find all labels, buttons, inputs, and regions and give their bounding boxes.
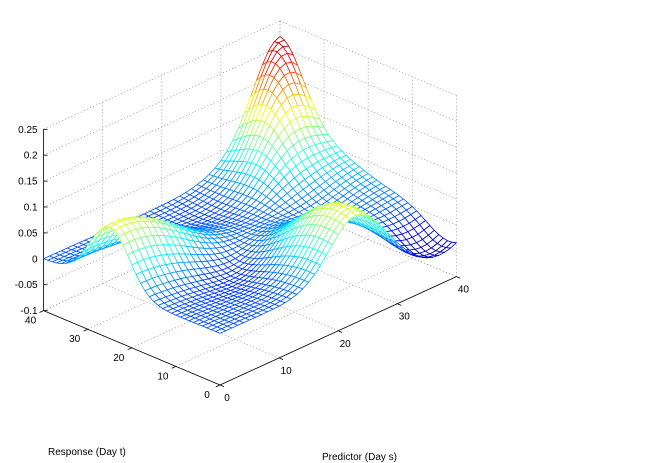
y-tick-mark <box>83 328 88 332</box>
x-tick-label: 40 <box>458 285 470 296</box>
x-tick-mark <box>397 303 402 306</box>
grid-line <box>43 124 281 234</box>
y-tick-label: 10 <box>157 371 169 382</box>
y-tick-label: 20 <box>113 353 125 364</box>
z-tick-label: -0.05 <box>15 280 38 291</box>
z-tick-label: -0.1 <box>20 306 38 317</box>
grid-line <box>279 46 457 122</box>
grid-line <box>175 257 413 367</box>
grid-line <box>43 46 281 156</box>
y-tick-mark <box>171 366 177 369</box>
axes-lines <box>39 128 461 388</box>
x-tick-mark <box>456 276 461 279</box>
z-tick-label: 0.15 <box>18 177 38 188</box>
grid-line <box>279 124 457 200</box>
x-tick-label: 30 <box>399 312 411 323</box>
grid-line <box>43 20 281 130</box>
x-tick-label: 0 <box>224 393 230 404</box>
grid-line <box>43 98 281 208</box>
z-tick-label: 0.2 <box>24 151 38 162</box>
x-tick-mark <box>338 330 343 333</box>
x-tick-label: 20 <box>340 339 352 350</box>
x-tick-mark <box>219 384 225 388</box>
y-tick-mark <box>39 310 44 313</box>
y-tick-label: 30 <box>69 334 81 345</box>
z-tick-label: 0.1 <box>24 203 38 214</box>
grid-line <box>279 98 457 174</box>
x-tick-mark <box>278 357 284 360</box>
tick-labels: 010203040010203040-0.1-0.0500.050.10.150… <box>15 125 470 404</box>
x-axis-label: Predictor (Day s) <box>322 452 397 463</box>
y-axis-label: Response (Day t) <box>48 447 126 458</box>
grid-line <box>279 20 457 96</box>
z-tick-label: 0.05 <box>18 228 38 239</box>
surface-patch <box>215 328 227 334</box>
surface-mesh <box>43 36 457 334</box>
y-tick-mark <box>215 384 221 388</box>
x-tick-label: 10 <box>281 366 293 377</box>
z-tick-label: 0.25 <box>18 125 38 136</box>
y-tick-label: 0 <box>204 390 210 401</box>
y-tick-mark <box>127 347 132 351</box>
grid-line <box>279 201 457 277</box>
y-tick-label: 40 <box>25 316 37 327</box>
z-tick-label: 0 <box>32 254 38 265</box>
